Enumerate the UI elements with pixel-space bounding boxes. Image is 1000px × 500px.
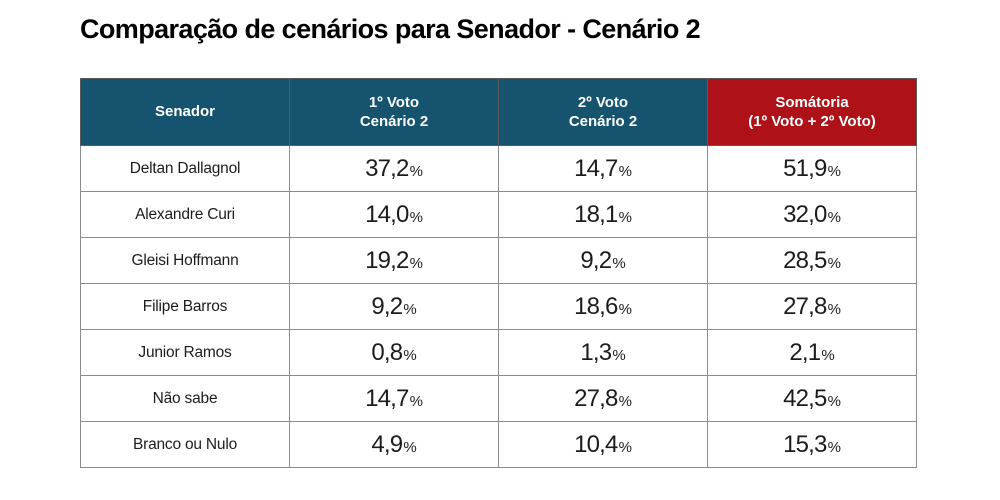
percent-sign: %: [618, 162, 632, 180]
header-line-2: Cenário 2: [359, 113, 429, 130]
header-line-1: 1º Voto: [368, 93, 420, 111]
senator-name: Alexandre Curi: [80, 191, 290, 238]
percent-sign: %: [409, 162, 423, 180]
column-header-senador: Senador: [80, 78, 290, 146]
voto1-value: 0,8%: [289, 329, 499, 376]
senator-name: Não sabe: [80, 375, 290, 422]
percent-sign: %: [827, 438, 841, 456]
page-title: Comparação de cenários para Senador - Ce…: [80, 14, 701, 44]
header-line-1: Senador: [154, 103, 215, 121]
percent-sign: %: [409, 392, 423, 410]
percent-sign: %: [827, 392, 841, 410]
percent-sign: %: [827, 254, 841, 272]
percent-sign: %: [618, 438, 632, 456]
value-text: 51,9: [783, 154, 827, 182]
header-row: Senador 1º Voto Cenário 2 2º Voto Cenári…: [80, 78, 917, 146]
percent-sign: %: [403, 438, 417, 456]
senator-name: Branco ou Nulo: [80, 421, 290, 468]
voto2-value: 14,7%: [498, 145, 708, 192]
value-text: 2,1: [789, 338, 821, 366]
percent-sign: %: [409, 254, 423, 272]
percent-sign: %: [403, 300, 417, 318]
somatoria-value: 15,3%: [707, 421, 917, 468]
table-row: Filipe Barros 9,2% 18,6% 27,8%: [80, 283, 917, 330]
somatoria-value: 28,5%: [707, 237, 917, 284]
table-header: Senador 1º Voto Cenário 2 2º Voto Cenári…: [80, 78, 917, 146]
voto1-value: 14,7%: [289, 375, 499, 422]
senator-name: Deltan Dallagnol: [80, 145, 290, 192]
percent-sign: %: [612, 254, 626, 272]
voto1-value: 19,2%: [289, 237, 499, 284]
value-text: 14,7: [574, 154, 618, 182]
value-text: 18,6: [574, 292, 618, 320]
value-text: 42,5: [783, 384, 827, 412]
voto1-value: 9,2%: [289, 283, 499, 330]
value-text: 27,8: [574, 384, 618, 412]
value-text: 0,8: [371, 338, 403, 366]
percent-sign: %: [827, 300, 841, 318]
column-header-somatoria: Somátoria (1º Voto + 2º Voto): [707, 78, 917, 146]
voto2-value: 27,8%: [498, 375, 708, 422]
value-text: 28,5: [783, 246, 827, 274]
percent-sign: %: [403, 346, 417, 364]
somatoria-value: 27,8%: [707, 283, 917, 330]
value-text: 18,1: [574, 200, 618, 228]
value-text: 4,9: [371, 430, 403, 458]
column-header-voto1: 1º Voto Cenário 2: [289, 78, 499, 146]
senator-name: Junior Ramos: [80, 329, 290, 376]
value-text: 9,2: [371, 292, 403, 320]
table-row: Alexandre Curi 14,0% 18,1% 32,0%: [80, 191, 917, 238]
value-text: 10,4: [574, 430, 618, 458]
voto1-value: 37,2%: [289, 145, 499, 192]
voto2-value: 1,3%: [498, 329, 708, 376]
header-line-1: 2º Voto: [577, 93, 629, 111]
value-text: 32,0: [783, 200, 827, 228]
somatoria-value: 2,1%: [707, 329, 917, 376]
value-text: 15,3: [783, 430, 827, 458]
header-line-2: Cenário 2: [568, 113, 638, 130]
voto2-value: 9,2%: [498, 237, 708, 284]
voto2-value: 18,1%: [498, 191, 708, 238]
table-body: Deltan Dallagnol 37,2% 14,7% 51,9% Alexa…: [80, 145, 917, 468]
senator-name: Filipe Barros: [80, 283, 290, 330]
percent-sign: %: [827, 208, 841, 226]
percent-sign: %: [409, 208, 423, 226]
value-text: 14,0: [365, 200, 409, 228]
header-line-2: (1º Voto + 2º Voto): [748, 113, 876, 130]
table-row: Deltan Dallagnol 37,2% 14,7% 51,9%: [80, 145, 917, 192]
value-text: 19,2: [365, 246, 409, 274]
table-row: Não sabe 14,7% 27,8% 42,5%: [80, 375, 917, 422]
somatoria-value: 51,9%: [707, 145, 917, 192]
value-text: 9,2: [580, 246, 612, 274]
column-header-voto2: 2º Voto Cenário 2: [498, 78, 708, 146]
percent-sign: %: [827, 162, 841, 180]
value-text: 1,3: [580, 338, 612, 366]
value-text: 27,8: [783, 292, 827, 320]
value-text: 14,7: [365, 384, 409, 412]
voto2-value: 18,6%: [498, 283, 708, 330]
value-text: 37,2: [365, 154, 409, 182]
table-row: Junior Ramos 0,8% 1,3% 2,1%: [80, 329, 917, 376]
percent-sign: %: [618, 392, 632, 410]
senator-name: Gleisi Hoffmann: [80, 237, 290, 284]
voto2-value: 10,4%: [498, 421, 708, 468]
comparison-table: Senador 1º Voto Cenário 2 2º Voto Cenári…: [80, 78, 917, 468]
percent-sign: %: [612, 346, 626, 364]
voto1-value: 14,0%: [289, 191, 499, 238]
header-line-1: Somátoria: [775, 93, 849, 111]
somatoria-value: 32,0%: [707, 191, 917, 238]
percent-sign: %: [821, 346, 835, 364]
percent-sign: %: [618, 300, 632, 318]
table-row: Gleisi Hoffmann 19,2% 9,2% 28,5%: [80, 237, 917, 284]
table-row: Branco ou Nulo 4,9% 10,4% 15,3%: [80, 421, 917, 468]
voto1-value: 4,9%: [289, 421, 499, 468]
somatoria-value: 42,5%: [707, 375, 917, 422]
percent-sign: %: [618, 208, 632, 226]
